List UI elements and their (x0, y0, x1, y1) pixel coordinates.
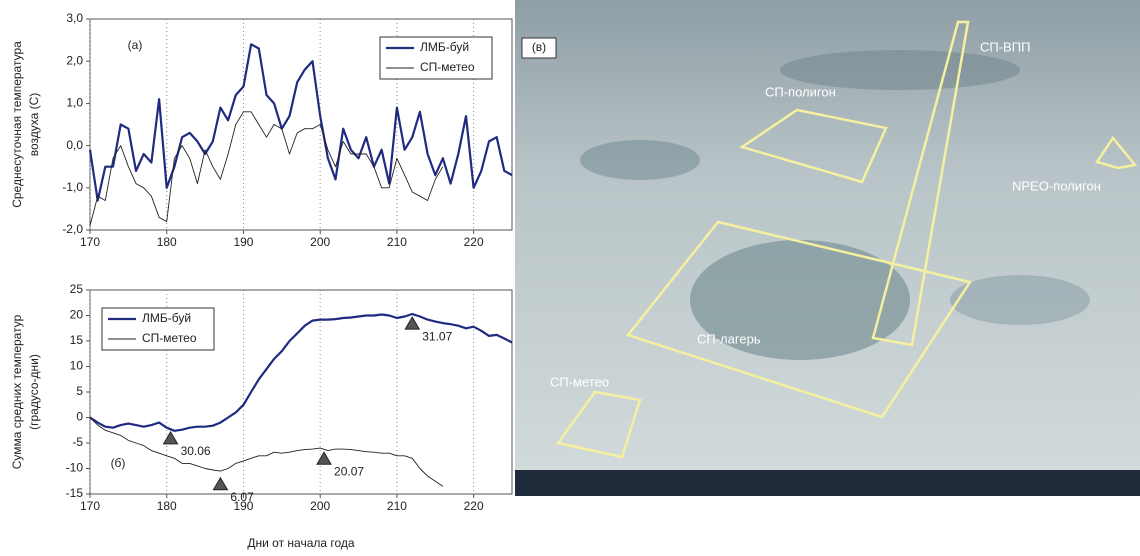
series-line (89, 111, 444, 226)
annotation-label: 20.07 (334, 464, 364, 478)
annotation-label: 30.06 (181, 444, 211, 458)
panel-label: (б) (111, 456, 126, 470)
annotation-label: 6.07 (230, 490, 254, 504)
panel-label-box (521, 37, 557, 59)
legend-box (101, 307, 215, 351)
y-axis-label: воздуха (С) (27, 93, 41, 157)
marker (162, 430, 179, 445)
y-tick-label: -15 (66, 486, 84, 500)
x-tick-label: 190 (233, 499, 253, 513)
legend-label: СП-метео (142, 331, 197, 345)
y-tick-label: -5 (72, 435, 83, 449)
y-tick-label: -1,0 (62, 180, 83, 194)
outline-meteo (555, 390, 642, 459)
y-tick-label: 15 (70, 333, 84, 347)
y-tick-label: 3,0 (66, 11, 83, 25)
x-axis-label: Дни от начала года (247, 536, 355, 550)
y-axis-label: (градусо-дни) (27, 354, 41, 430)
outline-camp (625, 220, 973, 419)
y-tick-label: 0,0 (66, 138, 83, 152)
x-tick-label: 170 (80, 499, 100, 513)
x-tick-label: 220 (464, 235, 484, 249)
y-axis-label: Сумма средних температур (10, 314, 24, 469)
x-tick-label: 180 (157, 499, 177, 513)
photo: (в) СП-ВПП СП-полигон NPEO-полигон СП-ла… (515, 0, 1140, 496)
x-tick-label: 200 (310, 235, 330, 249)
panel-label: (а) (128, 38, 143, 52)
ice-pond (690, 240, 910, 360)
water (515, 470, 1140, 496)
x-tick-label: 210 (387, 499, 407, 513)
y-axis-label: Среднесуточная температура (10, 41, 24, 208)
panel-label: (в) (532, 40, 546, 54)
x-tick-label: 180 (157, 235, 177, 249)
y-tick-label: 2,0 (66, 53, 83, 67)
outline-npeo (1095, 135, 1138, 170)
y-tick-label: -2,0 (62, 222, 83, 236)
photo-label: СП-полигон (765, 84, 836, 99)
series-line (89, 312, 513, 432)
series-line (88, 43, 513, 202)
outlines (555, 20, 1138, 459)
legend-box (379, 36, 493, 80)
x-tick-label: 220 (464, 499, 484, 513)
ice-pond (580, 140, 700, 180)
marker (404, 316, 421, 330)
ice-pond (950, 275, 1090, 325)
x-tick-label: 210 (387, 235, 407, 249)
legend-label: ЛМБ-буй (420, 40, 469, 54)
y-tick-label: 1,0 (66, 96, 83, 110)
x-tick-label: 190 (233, 235, 253, 249)
annotation-label: 31.07 (422, 329, 452, 343)
ice-pond (780, 50, 1020, 90)
y-tick-label: 0 (76, 410, 83, 424)
y-tick-label: 20 (70, 308, 84, 322)
x-tick-label: 170 (80, 235, 100, 249)
legend-label: ЛМБ-буй (142, 311, 191, 325)
marker (212, 476, 229, 491)
x-tick-label: 200 (310, 499, 330, 513)
photo-label: СП-метео (550, 374, 609, 389)
outline-runway (871, 20, 970, 347)
series-line (89, 417, 444, 487)
y-tick-label: 25 (70, 282, 84, 296)
y-tick-label: -10 (66, 461, 84, 475)
y-tick-label: 10 (70, 359, 84, 373)
outline-polygon (739, 108, 888, 184)
y-tick-label: 5 (76, 384, 83, 398)
photo-label: СП-лагерь (697, 331, 761, 346)
plot-frame (89, 18, 513, 231)
legend-label: СП-метео (420, 60, 475, 74)
photo-label: NPEO-полигон (1012, 178, 1101, 193)
marker (316, 451, 332, 465)
photo-label: СП-ВПП (980, 39, 1030, 54)
